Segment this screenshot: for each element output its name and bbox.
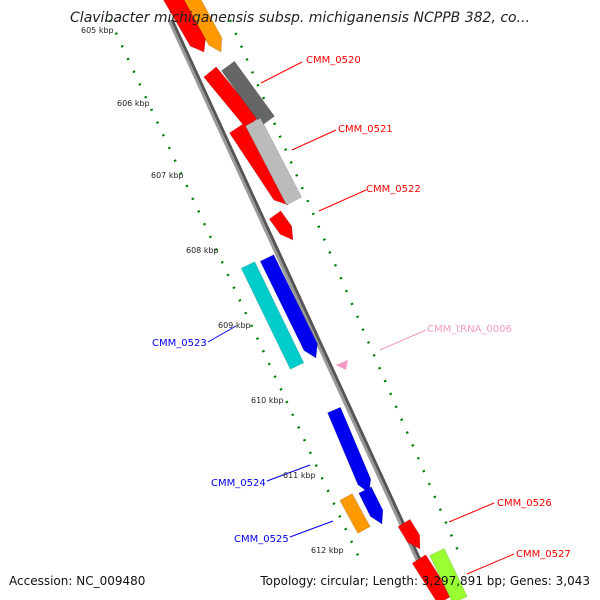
map-title: Clavibacter michiganensis subsp. michiga…: [70, 10, 530, 26]
accession-text: Accession: NC_009480: [9, 574, 146, 588]
gene-label[interactable]: CMM_0522: [366, 184, 421, 195]
scale-labels: 605 kbp 606 kbp 607 kbp 608 kbp 609 kbp …: [81, 26, 344, 555]
trna-feature[interactable]: [336, 360, 348, 370]
gene-features: [163, 0, 468, 600]
kbp-label: 612 kbp: [311, 546, 344, 555]
gene-feature[interactable]: [339, 493, 371, 534]
kbp-label: 610 kbp: [251, 396, 284, 405]
scale-line-left: [108, 19, 362, 561]
gene-feature[interactable]: [429, 548, 468, 600]
kbp-label: 609 kbp: [218, 321, 251, 330]
gene-feature[interactable]: [259, 254, 318, 359]
kbp-label: 606 kbp: [117, 99, 150, 108]
kbp-label: 605 kbp: [81, 26, 114, 35]
gene-feature[interactable]: [220, 60, 276, 127]
gene-label[interactable]: CMM_0527: [516, 549, 571, 560]
gene-label[interactable]: CMM_0521: [338, 124, 393, 135]
gene-feature[interactable]: [397, 518, 421, 550]
gene-label[interactable]: CMM_0520: [306, 55, 361, 66]
genome-summary: Topology: circular; Length: 3,297,891 bp…: [260, 574, 590, 588]
gene-label[interactable]: CMM_0523: [152, 338, 207, 349]
kbp-label: 607 kbp: [151, 171, 184, 180]
gene-feature[interactable]: [163, 0, 207, 53]
kbp-label: 608 kbp: [186, 246, 219, 255]
leader-lines: [207, 61, 515, 575]
backbone: [167, 19, 419, 561]
gene-label[interactable]: CMM_0526: [497, 498, 552, 509]
gene-feature[interactable]: [244, 117, 303, 206]
backbone-shadow: [168, 18, 422, 562]
gene-feature[interactable]: [183, 0, 223, 53]
gene-labels: CMM_0520 CMM_0521 CMM_0522 CMM_tRNA_0006…: [152, 55, 571, 560]
gene-feature[interactable]: [327, 406, 372, 494]
gene-label[interactable]: CMM_0524: [211, 478, 266, 489]
gene-feature[interactable]: [240, 261, 305, 370]
gene-feature[interactable]: [358, 486, 384, 525]
gene-label[interactable]: CMM_0525: [234, 534, 289, 545]
gene-feature[interactable]: [268, 210, 294, 241]
kbp-label: 611 kbp: [283, 471, 316, 480]
gene-label[interactable]: CMM_tRNA_0006: [427, 324, 512, 335]
